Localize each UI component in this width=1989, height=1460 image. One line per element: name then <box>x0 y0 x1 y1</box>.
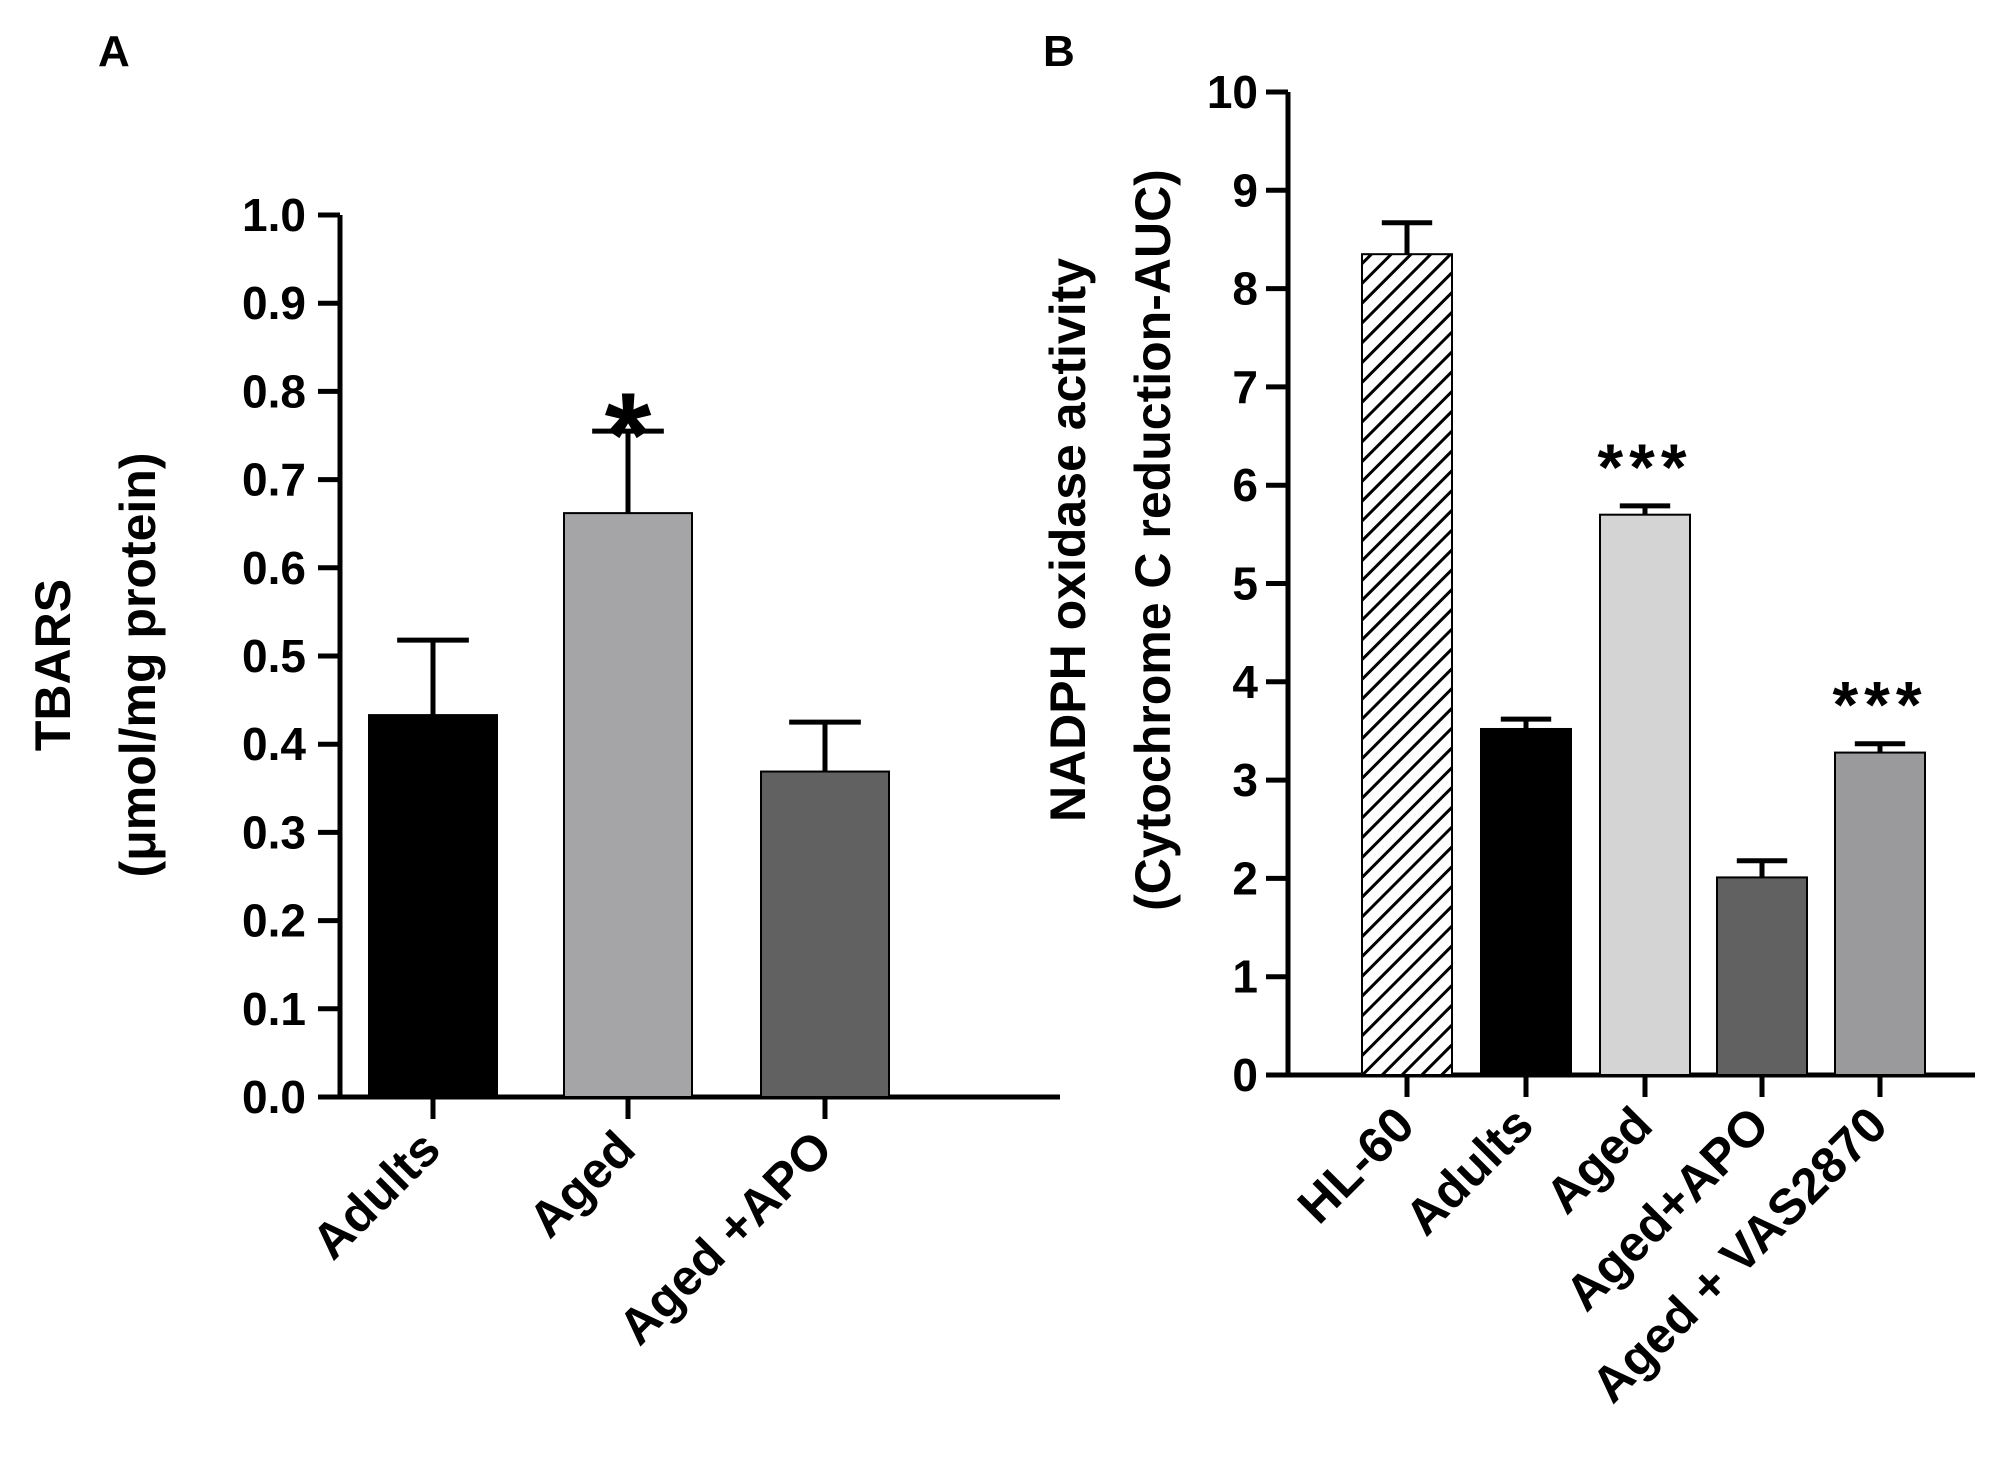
panel-b-bar-adults <box>1480 727 1572 1076</box>
panel-b-y-tick-label: 3 <box>1232 754 1258 806</box>
panel-b-y-tick-label: 4 <box>1232 656 1258 708</box>
panel-a-ylabel-line1: TBARS <box>25 579 81 751</box>
panel-a-y-tick-label: 0.3 <box>242 806 306 858</box>
panel-a-y-tick-label: 0.1 <box>242 983 306 1035</box>
panel-b-category-label: Adults <box>1394 1096 1544 1246</box>
panel-b-bar-aged-apo <box>1716 876 1808 1076</box>
panel-a-category-label: Adults <box>301 1120 451 1270</box>
panel-b-significance-marker: *** <box>1597 430 1692 504</box>
panel-a-bar-aged <box>563 512 693 1098</box>
panel-b-y-tick-label: 6 <box>1232 459 1258 511</box>
panel-b-y-tick-label: 0 <box>1232 1049 1258 1101</box>
panel-a-significance-marker: * <box>605 368 652 502</box>
panel-b-y-tick-label: 1 <box>1232 951 1258 1003</box>
panel-a-category-label: Aged +APO <box>608 1120 843 1355</box>
panel-b-y-tick-label: 7 <box>1232 361 1258 413</box>
panel-b-significance-marker: *** <box>1832 668 1927 742</box>
panel-b-bar-aged <box>1599 513 1691 1076</box>
panel-a-plot-area: 0.0 0.1 0.2 0.3 0.4 0.5 0.6 0.7 0.8 0.9 1.0 Adults A… <box>242 189 1060 1355</box>
panel-b-y-tick-label: 5 <box>1232 558 1258 610</box>
panel-a-y-tick-label: 0.7 <box>242 454 306 506</box>
panel-b-letter: B <box>1043 27 1075 76</box>
panel-a-y-tick-label: 1.0 <box>242 189 306 241</box>
panel-a-letter: A <box>98 27 130 76</box>
panel-a-y-tick-label: 0.5 <box>242 630 306 682</box>
panel-b-plot-area: 012345678910HL-60AdultsAged***Aged+APOAg… <box>1207 66 1975 1413</box>
panel-a-chart: A TBARS (μmol/mg protein) 0.00.10.20.30.… <box>25 27 1060 1355</box>
panel-b-ylabel-line2: (Cytochrome C reduction-AUC) <box>1125 169 1181 911</box>
panel-a-ylabel-line2: (μmol/mg protein) <box>110 453 166 878</box>
panel-a-y-tick-label: 0.2 <box>242 895 306 947</box>
panel-a-bar-adults <box>368 714 498 1098</box>
panel-a-y-tick-label: 0.4 <box>242 718 306 770</box>
panel-a-category-label: Aged <box>518 1120 646 1248</box>
panel-a-y-tick-label: 0.8 <box>242 365 306 417</box>
panel-b-bar-hl-60 <box>1361 253 1453 1076</box>
panel-b-y-tick-label: 9 <box>1232 164 1258 216</box>
panel-a-y-tick-label: 0.0 <box>242 1071 306 1123</box>
panel-b-y-tick-label: 2 <box>1232 852 1258 904</box>
panel-b-y-tick-label: 8 <box>1232 263 1258 315</box>
panel-b-chart: B NADPH oxidase activity (Cytochrome C r… <box>1040 27 1975 1413</box>
panel-b-bar-aged-vas2870 <box>1834 751 1926 1076</box>
panel-a-y-tick-label: 0.6 <box>242 542 306 594</box>
panel-b-ylabel-line1: NADPH oxidase activity <box>1040 258 1096 822</box>
panel-a-y-tick-label: 0.9 <box>242 277 306 329</box>
panel-a-bar-aged-apo <box>760 770 890 1098</box>
panel-b-y-tick-label: 10 <box>1207 66 1258 118</box>
